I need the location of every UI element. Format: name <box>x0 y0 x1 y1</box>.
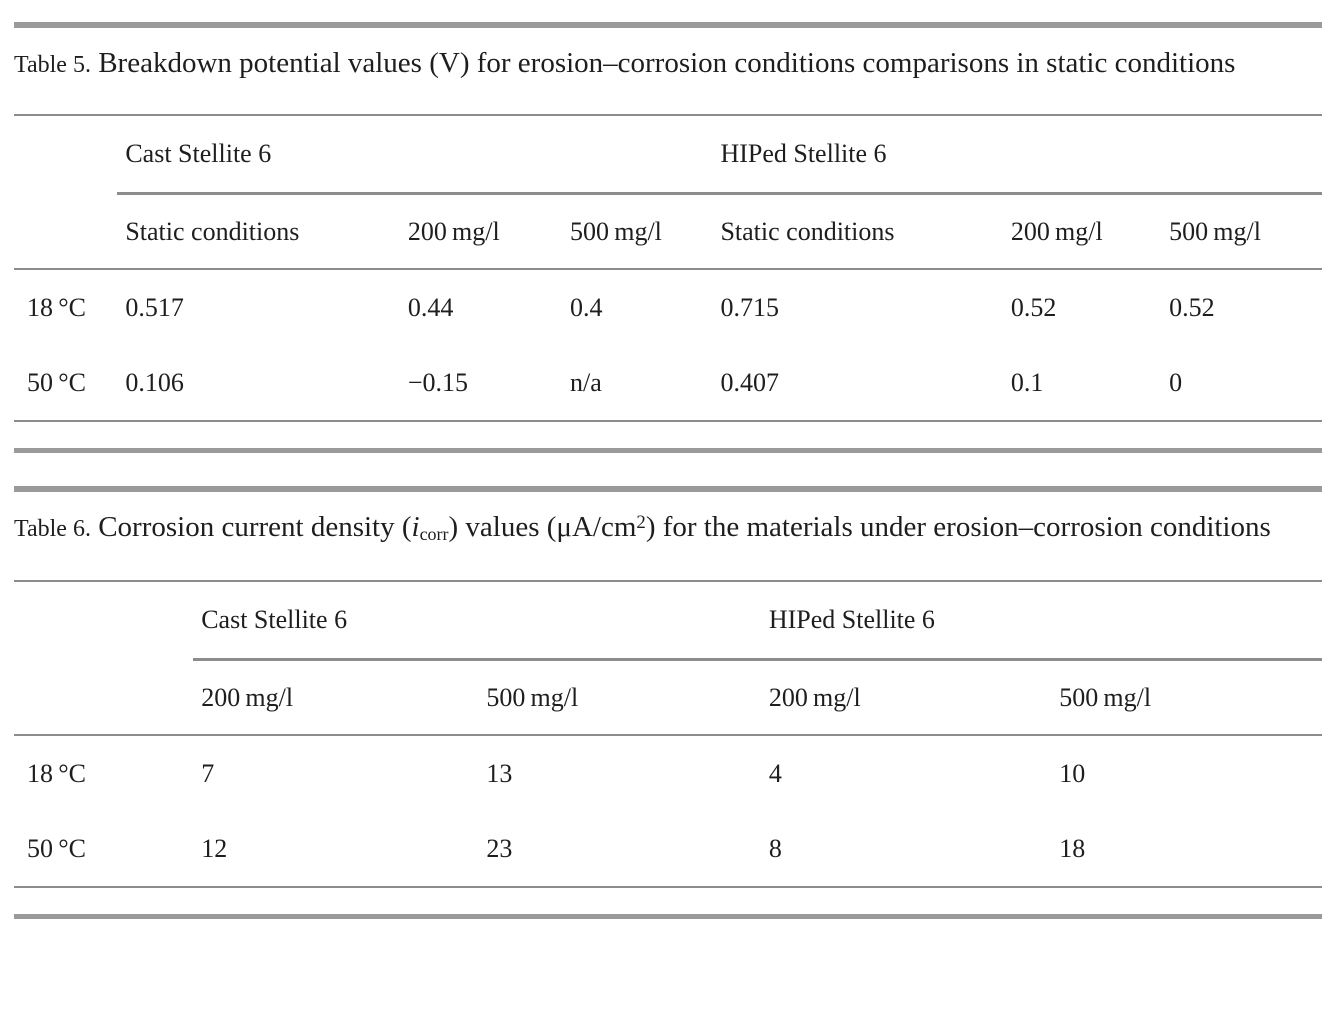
table-cell: 12 <box>201 833 228 863</box>
caption-text-part: Corrosion current density ( <box>98 511 412 543</box>
table-cell: −0.15 <box>407 367 469 397</box>
table-cell: n/a <box>570 367 602 397</box>
table6-top-rule-bar <box>14 486 1322 492</box>
table-cell: 13 <box>486 758 513 788</box>
table5-group-header-hiped: HIPed Stellite 6 <box>712 115 1322 195</box>
table5-col-header-500-hiped: 500 mg/l <box>1161 193 1322 270</box>
table6-row-50c: 50 °C 12 23 8 18 <box>14 811 1322 887</box>
table5-bottom-rule-bar <box>14 448 1322 453</box>
row-label: 50 °C <box>27 367 86 397</box>
icorr-subscript: corr <box>419 523 449 544</box>
table-cell: 0.52 <box>1010 292 1057 322</box>
table5-block: Table 5. Breakdown potential values (V) … <box>14 22 1322 453</box>
table6-group-header-row: Cast Stellite 6 HIPed Stellite 6 <box>14 581 1322 661</box>
corrosion-current-table: Cast Stellite 6 HIPed Stellite 6 200 mg/… <box>14 580 1322 888</box>
table-cell: 0.517 <box>125 292 184 322</box>
table5-corner-cell <box>14 115 117 194</box>
table5-top-rule-bar <box>14 22 1322 28</box>
table5-caption-text: Breakdown potential values (V) for erosi… <box>98 47 1236 79</box>
table6-label: Table 6. <box>14 516 91 542</box>
table6-group-header-hiped: HIPed Stellite 6 <box>760 581 1322 661</box>
table6-col-header-500-cast: 500 mg/l <box>478 659 761 736</box>
table6-caption-text: Corrosion current density (icorr) values… <box>98 511 1271 544</box>
table-cell: 0.52 <box>1169 292 1215 322</box>
row-label: 50 °C <box>27 833 86 863</box>
table-cell: 23 <box>486 833 513 863</box>
table5-row-50c: 50 °C 0.106 −0.15 n/a 0.407 0.1 0 <box>14 345 1322 421</box>
table5-column-header-row: Static conditions 200 mg/l 500 mg/l Stat… <box>14 193 1322 270</box>
table-cell: 0.44 <box>407 292 454 322</box>
table-cell: 0.1 <box>1010 367 1044 397</box>
table6-col-header-500-hiped: 500 mg/l <box>1051 659 1322 736</box>
table-cell: 4 <box>768 758 782 788</box>
table-cell: 0 <box>1169 367 1183 397</box>
table5-group-header-cast: Cast Stellite 6 <box>117 115 713 195</box>
row-label: 18 °C <box>27 758 86 788</box>
table6-group-header-cast: Cast Stellite 6 <box>193 581 761 661</box>
table-cell: 8 <box>768 833 782 863</box>
table-cell: 0.4 <box>570 292 603 322</box>
table6-col-header-200-cast: 200 mg/l <box>193 659 479 736</box>
breakdown-potential-table: Cast Stellite 6 HIPed Stellite 6 Static … <box>14 114 1322 422</box>
table6-rowlabel-header-cell <box>14 659 194 736</box>
caption-text-part: ) for the materials under erosion–corros… <box>645 511 1271 543</box>
cm2-superscript: 2 <box>636 511 646 533</box>
table-cell: 0.106 <box>125 367 184 397</box>
table-cell: 0.715 <box>720 292 779 322</box>
table6-corner-cell <box>14 581 193 660</box>
table-cell: 18 <box>1059 833 1086 863</box>
table5-col-header-static-cast: Static conditions <box>117 193 400 270</box>
caption-text-part: ) values (μA/cm <box>448 511 637 543</box>
row-label: 18 °C <box>27 292 86 322</box>
table5-group-header-row: Cast Stellite 6 HIPed Stellite 6 <box>14 115 1322 195</box>
table6-column-header-row: 200 mg/l 500 mg/l 200 mg/l 500 mg/l <box>14 659 1322 736</box>
table5-col-header-static-hiped: Static conditions <box>712 193 1003 270</box>
table-cell: 10 <box>1059 758 1086 788</box>
table6-row-18c: 18 °C 7 13 4 10 <box>14 735 1322 811</box>
table5-caption: Table 5. Breakdown potential values (V) … <box>14 38 1322 90</box>
table-cell: 0.407 <box>720 367 779 397</box>
icorr-symbol: i <box>411 511 420 543</box>
table5-rowlabel-header-cell <box>14 193 118 270</box>
table6-caption: Table 6. Corrosion current density (icor… <box>14 502 1322 556</box>
table6-bottom-rule-bar <box>14 914 1322 919</box>
table5-col-header-200-cast: 200 mg/l <box>399 193 563 270</box>
table6-col-header-200-hiped: 200 mg/l <box>760 659 1052 736</box>
table6-block: Table 6. Corrosion current density (icor… <box>14 486 1322 919</box>
table5-label: Table 5. <box>14 52 91 78</box>
table-cell: 7 <box>201 758 215 788</box>
table5-col-header-500-cast: 500 mg/l <box>562 193 713 270</box>
table5-col-header-200-hiped: 200 mg/l <box>1002 193 1162 270</box>
table5-row-18c: 18 °C 0.517 0.44 0.4 0.715 0.52 0.52 <box>14 269 1322 345</box>
